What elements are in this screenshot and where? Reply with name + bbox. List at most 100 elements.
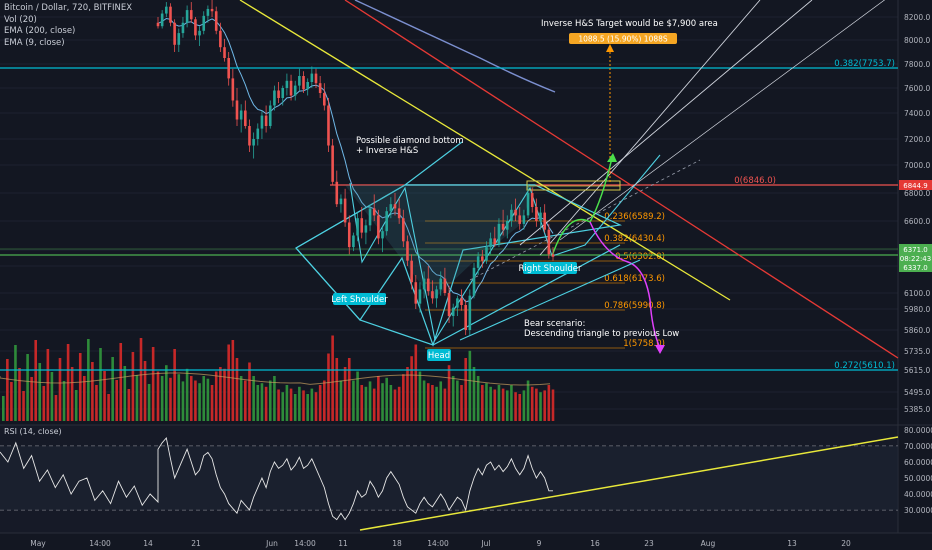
- volume-bar: [210, 385, 214, 421]
- price-tick-label: 7200.0: [904, 135, 930, 144]
- candle-body: [510, 209, 513, 221]
- volume-bar: [460, 385, 463, 421]
- volume-bar: [151, 347, 155, 421]
- candle-body: [402, 218, 405, 242]
- candle-body: [335, 181, 339, 205]
- price-tag: [899, 244, 932, 254]
- candle-body: [518, 215, 522, 224]
- volume-bar: [189, 376, 193, 421]
- candle-body: [447, 293, 451, 316]
- volume-bar: [377, 376, 380, 421]
- price-tick-label: 6800.0: [904, 189, 930, 198]
- candle-body: [460, 298, 463, 305]
- diamond-edge: [295, 141, 621, 346]
- price-tick-label: 5860.0: [904, 326, 930, 335]
- candle-body: [281, 88, 285, 98]
- candle-body: [165, 6, 168, 14]
- price-tag: [899, 253, 932, 263]
- volume-bar: [127, 389, 131, 421]
- time-tick-label: May: [30, 539, 46, 548]
- time-tick-label: 13: [787, 539, 797, 548]
- candle-body: [219, 30, 222, 48]
- legend-ema9: EMA (9, close): [4, 37, 65, 48]
- volume-bar: [223, 368, 226, 421]
- volume-bar: [30, 377, 33, 421]
- volume-bar: [406, 367, 409, 421]
- candle-body: [414, 282, 418, 304]
- candle-body: [451, 307, 455, 316]
- bear-annotation: Descending triangle to previous Low: [524, 329, 679, 339]
- price-tick-label: 6600.0: [904, 217, 930, 226]
- volume-bar: [173, 349, 176, 421]
- candle-body: [231, 78, 235, 101]
- candle-body: [468, 295, 472, 330]
- candle-body: [268, 105, 272, 126]
- candle-body: [535, 207, 538, 221]
- volume-bar: [143, 361, 147, 421]
- time-tick-label: 20: [841, 539, 851, 548]
- chart-legend: Bitcoin / Dollar, 720, BITFINEX Vol (20)…: [4, 3, 132, 49]
- volume-bar: [372, 388, 376, 421]
- channel-line: [559, 0, 886, 241]
- legend-volume: Vol (20): [4, 14, 37, 25]
- volume-ma-line: [0, 372, 551, 386]
- volume-bar: [273, 376, 276, 421]
- volume-bar: [505, 390, 509, 421]
- candle-body: [464, 305, 467, 330]
- volume-bar: [447, 365, 451, 421]
- fib-level-label: 0.786(5990.8): [604, 301, 665, 311]
- volume-bar: [393, 389, 397, 421]
- candle-body: [418, 289, 422, 304]
- time-tick-label: Aug: [701, 539, 716, 548]
- candle-body: [306, 82, 309, 90]
- volume-bar: [472, 367, 476, 421]
- price-tag-label: 6371.0: [903, 246, 928, 254]
- candle-body: [497, 223, 501, 245]
- volume-bar: [343, 367, 347, 421]
- descending-trendline: [239, 0, 731, 301]
- volume-bar: [485, 383, 488, 421]
- volume-bar: [422, 380, 426, 421]
- trendline-lower: [459, 259, 641, 341]
- price-tick-label: 8200.0: [904, 13, 930, 22]
- volume-bar: [501, 388, 505, 421]
- chart-title: Bitcoin / Dollar, 720, BITFINEX: [4, 3, 133, 13]
- candle-body: [235, 100, 239, 120]
- volume-bar: [489, 386, 492, 421]
- volume-bar: [99, 348, 102, 421]
- volume-bar: [87, 339, 90, 421]
- volume-bar: [227, 344, 230, 421]
- time-tick-label: 9: [537, 539, 542, 548]
- volume-bar: [331, 335, 334, 421]
- volume-bar: [497, 385, 501, 421]
- volume-bar: [139, 338, 143, 421]
- volume-bar: [385, 377, 388, 421]
- candle-body: [372, 208, 376, 216]
- volume-bar: [50, 372, 54, 421]
- volume-bar: [131, 352, 135, 421]
- rsi-line: [0, 437, 553, 521]
- time-tick-label: 23: [644, 539, 654, 548]
- volume-bar: [410, 356, 413, 421]
- head-label: Head: [428, 351, 450, 361]
- time-tick-label: 14:00: [427, 539, 449, 548]
- volume-bar: [256, 385, 260, 421]
- volume-bar: [414, 344, 418, 421]
- volume-bar: [83, 376, 86, 421]
- head-label-bg: [427, 349, 451, 361]
- candle-body: [210, 8, 214, 12]
- volume-bar: [451, 376, 455, 421]
- volume-bar: [389, 385, 393, 421]
- candle-body: [539, 212, 542, 221]
- volume-bar: [14, 345, 17, 421]
- volume-bar: [135, 375, 139, 421]
- volume-bar: [510, 385, 513, 421]
- candle-body: [426, 278, 430, 292]
- diamond-annotation: + Inverse H&S: [356, 146, 418, 156]
- volume-bar: [402, 374, 405, 421]
- candle-body: [406, 241, 409, 261]
- volume-bar: [91, 362, 94, 421]
- volume-bar: [147, 384, 151, 421]
- volume-bar: [62, 381, 66, 421]
